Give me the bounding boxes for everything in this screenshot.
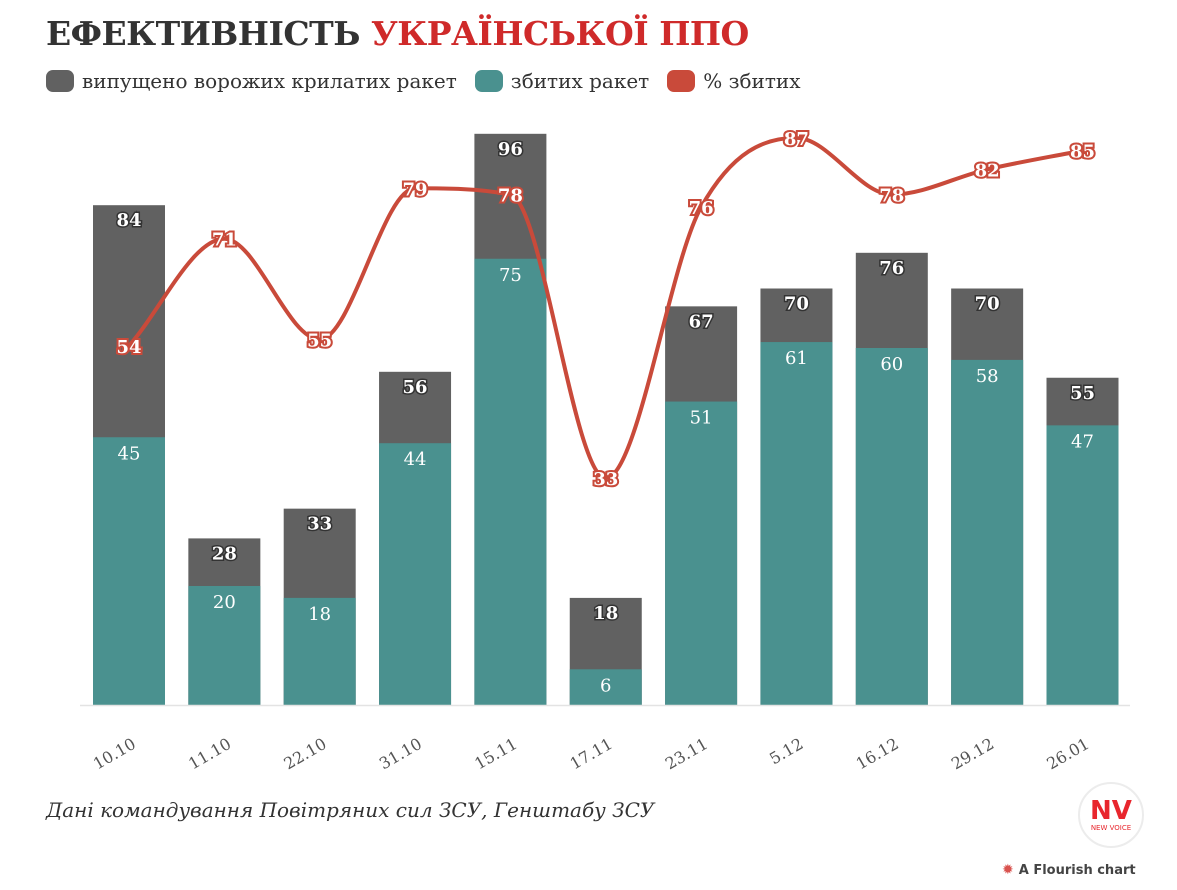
label-percent-23.11: 76 bbox=[689, 198, 714, 219]
label-shot-down-16.12: 60 bbox=[880, 354, 903, 375]
label-percent-11.10: 71 bbox=[212, 230, 237, 251]
x-tick-31.10: 31.10 bbox=[376, 734, 425, 773]
logo-sub: NEW VOICE bbox=[1090, 823, 1132, 832]
legend-item-launched[interactable]: випущено ворожих крилатих ракет bbox=[46, 69, 457, 93]
x-tick-29.12: 29.12 bbox=[948, 734, 997, 773]
bar-shot-down-10.10[interactable] bbox=[93, 437, 165, 705]
label-launched-26.01: 55 bbox=[1070, 383, 1095, 404]
label-launched-29.12: 70 bbox=[975, 294, 1000, 315]
label-shot-down-29.12: 58 bbox=[976, 366, 999, 387]
legend-item-shot-down[interactable]: збитих ракет bbox=[474, 69, 650, 93]
label-launched-11.10: 28 bbox=[212, 543, 237, 564]
legend-swatch-launched bbox=[46, 70, 74, 92]
bar-shot-down-22.10[interactable] bbox=[283, 597, 356, 705]
label-launched-23.11: 67 bbox=[689, 311, 714, 332]
x-tick-16.12: 16.12 bbox=[853, 734, 902, 773]
credit-text: A Flourish chart bbox=[1018, 862, 1136, 878]
label-percent-5.12: 87 bbox=[784, 129, 809, 150]
percent-line-layer: 54 71 55 79 78 33 76 87 78 82 85 bbox=[114, 127, 1097, 492]
label-shot-down-5.12: 61 bbox=[785, 348, 808, 369]
label-launched-15.11: 96 bbox=[498, 139, 523, 160]
label-percent-15.11: 78 bbox=[498, 186, 523, 207]
label-shot-down-31.10: 44 bbox=[404, 449, 427, 470]
label-launched-17.11: 18 bbox=[593, 603, 618, 624]
bar-shot-down-11.10[interactable] bbox=[188, 586, 261, 705]
x-tick-10.10: 10.10 bbox=[90, 734, 139, 773]
label-percent-29.12: 82 bbox=[975, 160, 1000, 181]
legend: випущено ворожих крилатих ракет збитих р… bbox=[46, 66, 801, 96]
x-tick-15.11: 15.11 bbox=[471, 734, 520, 773]
bar-shot-down-16.12[interactable] bbox=[855, 348, 928, 705]
label-percent-31.10: 79 bbox=[403, 179, 428, 200]
legend-label-launched: випущено ворожих крилатих ракет bbox=[82, 69, 457, 93]
percent-line[interactable] bbox=[127, 135, 1083, 481]
legend-label-percent: % збитих bbox=[703, 69, 801, 93]
source-note: Дані командування Повітряних сил ЗСУ, Ге… bbox=[46, 798, 655, 822]
label-shot-down-10.10: 45 bbox=[118, 443, 141, 464]
legend-swatch-shot-down bbox=[474, 70, 503, 92]
x-tick-22.10: 22.10 bbox=[281, 734, 330, 773]
label-shot-down-11.10: 20 bbox=[213, 592, 236, 613]
x-tick-26.01: 26.01 bbox=[1043, 734, 1092, 773]
bar-shot-down-31.10[interactable] bbox=[379, 443, 452, 705]
label-shot-down-26.01: 47 bbox=[1071, 431, 1094, 452]
x-tick-23.11: 23.11 bbox=[662, 734, 711, 773]
label-percent-16.12: 78 bbox=[879, 186, 904, 207]
label-shot-down-23.11: 51 bbox=[690, 408, 713, 429]
legend-item-percent[interactable]: % збитих bbox=[667, 69, 801, 93]
label-launched-10.10: 84 bbox=[116, 210, 141, 231]
flourish-credit[interactable]: ✹ A Flourish chart bbox=[1002, 862, 1136, 878]
label-percent-26.01: 85 bbox=[1070, 142, 1095, 163]
chart-area: 8445282033185644967518667517061766070585… bbox=[80, 127, 1130, 773]
legend-label-shot-down: збитих ракет bbox=[510, 69, 650, 93]
legend-swatch-percent bbox=[667, 70, 696, 92]
label-shot-down-22.10: 18 bbox=[308, 604, 331, 625]
label-launched-31.10: 56 bbox=[403, 377, 428, 398]
bars-layer: 84 45 28 20 33 18 56 44 96 75 18 6 67 51 70 61 76 60 70 58 5… bbox=[93, 133, 1119, 706]
label-percent-10.10: 54 bbox=[116, 337, 141, 358]
bar-shot-down-17.11[interactable] bbox=[569, 669, 642, 705]
label-launched-22.10: 33 bbox=[307, 514, 332, 535]
label-launched-5.12: 70 bbox=[784, 294, 809, 315]
nv-logo[interactable]: NV NEW VOICE bbox=[1078, 782, 1144, 848]
label-shot-down-15.11: 75 bbox=[499, 265, 522, 286]
title-accent: УКРАЇНСЬКОЇ ППО bbox=[370, 14, 749, 53]
chart-title: ЕФЕКТИВНІСТЬ УКРАЇНСЬКОЇ ППО bbox=[46, 14, 749, 53]
label-launched-16.12: 76 bbox=[879, 258, 904, 279]
flourish-icon: ✹ bbox=[1002, 862, 1014, 878]
x-axis: 10.10 11.10 22.10 31.10 15.11 17.11 23.11 5.12 1… bbox=[80, 704, 1130, 773]
bar-shot-down-15.11[interactable] bbox=[474, 258, 547, 705]
logo-main: NV bbox=[1090, 795, 1132, 826]
bar-shot-down-26.01[interactable] bbox=[1046, 425, 1119, 705]
x-tick-17.11: 17.11 bbox=[567, 734, 616, 773]
title-main: ЕФЕКТИВНІСТЬ bbox=[46, 14, 360, 53]
x-tick-11.10: 11.10 bbox=[185, 734, 234, 773]
bar-shot-down-5.12[interactable] bbox=[760, 342, 833, 705]
bar-shot-down-23.11[interactable] bbox=[665, 401, 738, 705]
x-tick-5.12: 5.12 bbox=[766, 734, 806, 768]
label-percent-17.11: 33 bbox=[593, 469, 618, 490]
bar-shot-down-29.12[interactable] bbox=[951, 359, 1024, 705]
label-shot-down-17.11: 6 bbox=[600, 675, 611, 696]
label-percent-22.10: 55 bbox=[307, 331, 332, 352]
